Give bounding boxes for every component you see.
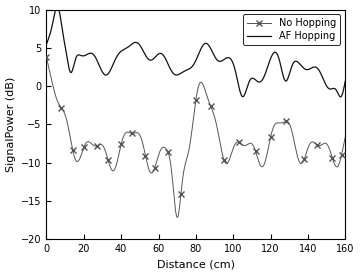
X-axis label: Distance (cm): Distance (cm) bbox=[157, 259, 235, 270]
Legend: No Hopping, AF Hopping: No Hopping, AF Hopping bbox=[243, 14, 341, 45]
Y-axis label: SignalPower (dB): SignalPower (dB) bbox=[5, 77, 15, 172]
